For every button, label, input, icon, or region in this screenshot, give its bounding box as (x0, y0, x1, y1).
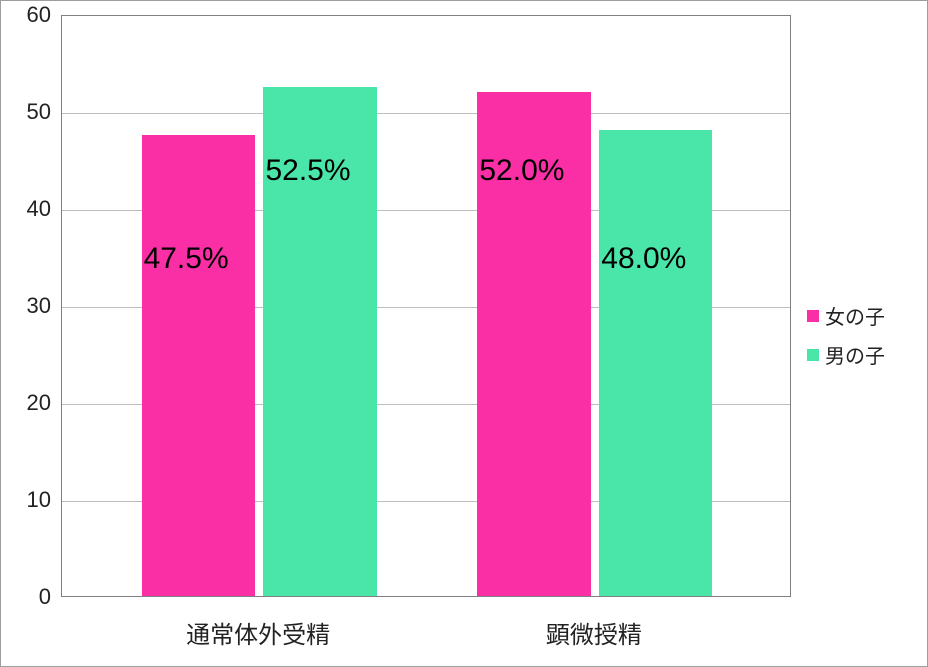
y-axis-tick-label: 20 (27, 390, 51, 416)
bar-value-label: 52.0% (479, 154, 564, 188)
legend-label: 女の子 (825, 301, 885, 330)
bar-value-label: 48.0% (601, 242, 686, 276)
y-axis-tick-label: 30 (27, 293, 51, 319)
legend: 女の子男の子 (807, 301, 885, 379)
legend-item: 女の子 (807, 301, 885, 330)
bar (142, 135, 255, 596)
chart-container: 47.5% 52.5% 52.0% 48.0% 女の子男の子 0 10 20 30 40 50 6… (0, 0, 928, 667)
x-axis-tick-label: 通常体外受精 (186, 615, 330, 650)
y-axis-tick-label: 40 (27, 196, 51, 222)
gridline (62, 113, 790, 114)
y-axis-tick-label: 60 (27, 2, 51, 28)
x-axis-tick-label: 顕微授精 (546, 615, 642, 650)
plot-area: 47.5% 52.5% 52.0% 48.0% (61, 15, 791, 597)
legend-label: 男の子 (825, 340, 885, 369)
y-axis-tick-label: 0 (39, 584, 51, 610)
bar (599, 130, 712, 596)
legend-swatch (807, 349, 819, 361)
bar-value-label: 47.5% (144, 242, 229, 276)
legend-swatch (807, 310, 819, 322)
legend-item: 男の子 (807, 340, 885, 369)
y-axis-tick-label: 50 (27, 99, 51, 125)
bar-value-label: 52.5% (265, 154, 350, 188)
y-axis-tick-label: 10 (27, 487, 51, 513)
